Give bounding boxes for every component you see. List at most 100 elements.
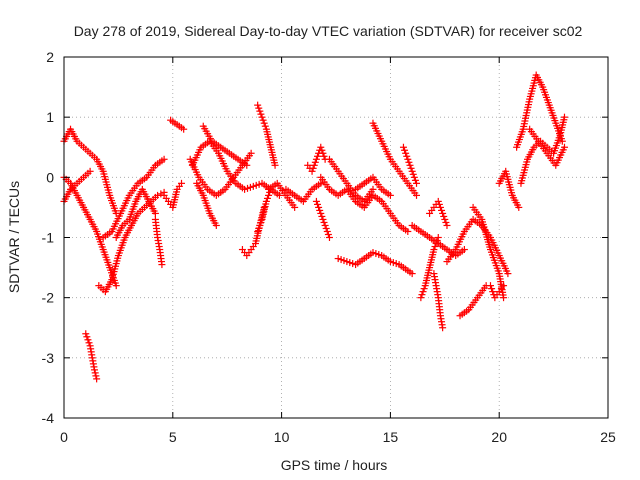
y-tick-label: 1 (46, 109, 54, 125)
data-point (408, 270, 416, 278)
data-point (417, 294, 425, 302)
data-point (260, 119, 268, 127)
x-tick-label: 10 (274, 429, 290, 445)
data-point (403, 152, 411, 160)
data-point (310, 161, 318, 169)
x-axis-label: GPS time / hours (281, 457, 388, 473)
data-point (263, 194, 271, 202)
data-point (324, 230, 332, 238)
data-point (85, 339, 93, 347)
x-tick-label: 15 (383, 429, 399, 445)
data-point (256, 221, 264, 229)
data-point (212, 221, 220, 229)
data-point (443, 221, 451, 229)
data-point (318, 212, 326, 220)
data-point (408, 167, 416, 175)
data-point (404, 227, 412, 235)
y-tick-label: -3 (42, 350, 55, 366)
data-point (430, 246, 438, 254)
data-point (489, 288, 497, 296)
data-point (180, 125, 188, 133)
data-point (413, 179, 421, 187)
data-point (404, 155, 412, 163)
y-tick-label: 2 (46, 49, 54, 65)
data-point (488, 285, 496, 293)
data-point (405, 158, 413, 166)
data-point (500, 282, 508, 290)
data-point (93, 375, 101, 383)
grid (64, 57, 608, 418)
data-point (92, 372, 100, 380)
data-point (266, 188, 274, 196)
data-point (434, 234, 442, 241)
y-tick-label: 0 (46, 169, 54, 185)
data-point (434, 197, 442, 205)
data-point (321, 221, 329, 229)
data-point (160, 155, 168, 163)
data-point (438, 206, 446, 214)
data-point (271, 161, 279, 169)
data-point (90, 366, 98, 374)
data-point (413, 191, 421, 199)
data-point (259, 116, 267, 124)
data-point (275, 191, 283, 199)
data-point (247, 149, 255, 157)
data-point (255, 104, 263, 112)
data-point (399, 143, 407, 151)
data-point (291, 203, 299, 211)
data-point (83, 333, 91, 341)
data-point (312, 197, 320, 205)
data-point (309, 164, 317, 172)
data-point (411, 176, 419, 184)
data-point (256, 107, 264, 115)
data-point (439, 209, 447, 217)
data-point (315, 203, 323, 211)
data-point (418, 291, 426, 299)
data-point (311, 158, 319, 166)
data-point (82, 330, 90, 338)
y-axis-label: SDTVAR / TECUs (6, 181, 22, 293)
data-point (386, 191, 394, 199)
data-point (320, 218, 328, 226)
data-point (431, 243, 439, 251)
data-point (322, 224, 330, 232)
data-point (369, 185, 377, 193)
data-point (500, 294, 508, 302)
data-point (317, 143, 325, 151)
x-tick-label: 20 (491, 429, 507, 445)
data-point (407, 164, 415, 172)
data-point (317, 179, 325, 187)
data-point (560, 143, 568, 151)
data-point (91, 369, 99, 377)
data-point (486, 282, 494, 290)
data-point (406, 161, 414, 169)
chart-title: Day 278 of 2019, Sidereal Day-to-day VTE… (74, 23, 583, 39)
data-point (154, 191, 162, 199)
x-tick-label: 0 (60, 429, 68, 445)
data-point (318, 146, 326, 154)
data-point (178, 179, 186, 187)
data-point (112, 282, 120, 290)
data-point (402, 149, 410, 157)
data-point (84, 336, 92, 344)
data-point (308, 167, 316, 175)
data-point (440, 212, 448, 220)
data-point (409, 170, 417, 178)
data-point (319, 215, 327, 223)
data-point (433, 237, 441, 245)
data-point (420, 285, 428, 293)
data-point (515, 203, 523, 211)
data-point (439, 324, 447, 332)
scatter-points (60, 71, 568, 383)
data-point (316, 206, 324, 214)
data-point (257, 218, 265, 226)
x-tick-label: 5 (169, 429, 177, 445)
data-point (86, 167, 94, 175)
data-point (262, 197, 270, 205)
data-point (410, 173, 418, 181)
data-point (254, 101, 262, 109)
data-point (441, 215, 449, 223)
data-point (265, 191, 273, 199)
data-point (432, 240, 440, 248)
data-point (314, 200, 322, 208)
